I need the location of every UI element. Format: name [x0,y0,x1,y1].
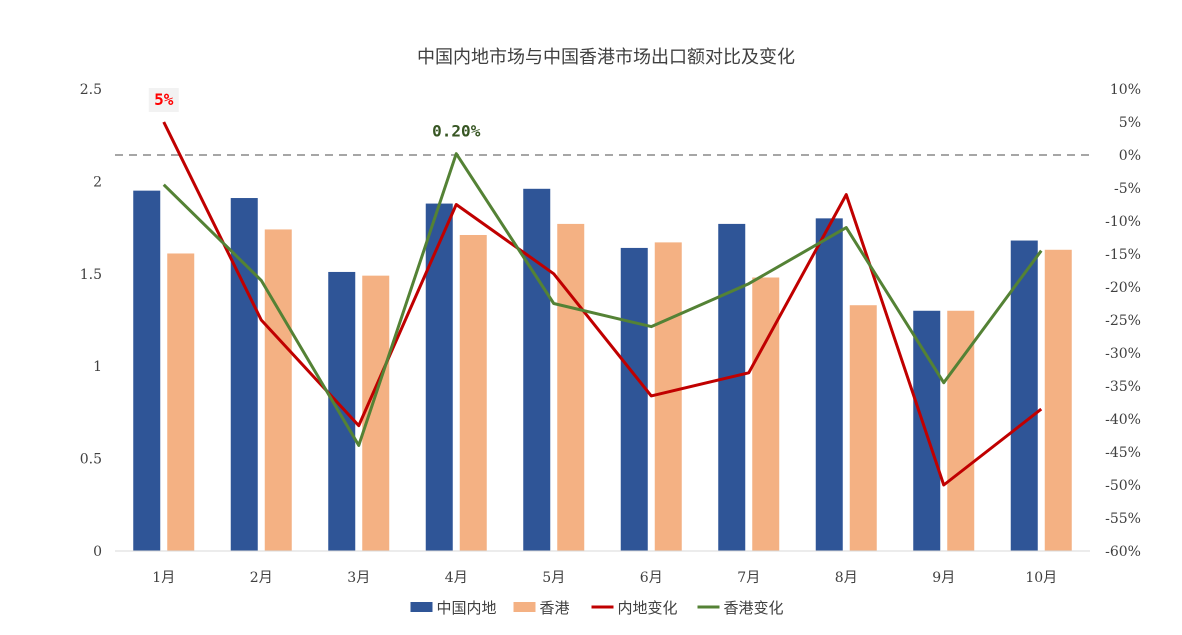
legend-label: 香港 [540,599,570,617]
bar-中国内地-4月 [425,203,453,552]
y-right-tick-label: -20% [1105,280,1141,296]
x-tick-label: 7月 [737,570,760,586]
y-right-tick-label: -40% [1105,412,1141,428]
legend-item-内地变化: 内地变化 [591,599,678,617]
bar-香港-2月 [264,229,292,551]
x-tick-label: 3月 [347,570,370,586]
legend-item-香港变化: 香港变化 [697,599,784,617]
bar-香港-10月 [1044,249,1072,551]
legend-item-中国内地: 中国内地 [410,599,497,617]
y-right-tick-label: -35% [1105,379,1141,395]
legend-swatch [410,602,433,612]
bar-香港-1月 [167,253,195,552]
y-right-tick-label: -10% [1105,214,1141,230]
line-香港变化 [162,152,1043,447]
y-right-tick-label: -25% [1105,313,1141,329]
data-label: 0.20% [432,122,481,141]
bar-中国内地-6月 [620,247,648,552]
bar-香港-7月 [752,277,780,551]
legend-label: 香港变化 [724,599,784,617]
y-left-tick-label: 2.5 [80,82,102,98]
bar-中国内地-2月 [230,198,258,552]
bar-香港-6月 [654,242,682,551]
y-right-tick-label: -15% [1105,247,1141,263]
data-label-box [148,88,179,112]
bar-香港-3月 [362,275,390,551]
bar-香港-4月 [459,234,487,551]
legend-item-香港: 香港 [513,599,570,617]
x-tick-label: 9月 [932,570,955,586]
bar-中国内地-1月 [133,190,161,551]
annotations-group: 5% 0.20% [148,88,481,141]
y-right-tick-label: -50% [1105,478,1141,494]
y-right-tick-label: -5% [1114,181,1141,197]
chart-title: 中国内地市场与中国香港市场出口额对比及变化 [417,47,795,68]
bar-中国内地-10月 [1010,240,1038,551]
y-right-tick-label: -55% [1105,511,1141,527]
y-left-tick-label: 1.5 [80,267,102,283]
x-tick-label: 10月 [1025,570,1057,586]
x-tick-label: 2月 [250,570,273,586]
x-tick-label: 6月 [640,570,663,586]
x-tick-label: 4月 [445,570,468,586]
y-left-tick-label: 2 [93,174,102,190]
bar-中国内地-3月 [328,271,356,551]
bar-香港-8月 [849,305,877,551]
y-left-tick-label: 0 [93,544,102,560]
bar-中国内地-7月 [718,223,746,552]
x-tick-label: 1月 [152,570,175,586]
y-right-tick-label: 10% [1110,82,1141,98]
y-left-tick-label: 1 [93,359,102,375]
bar-中国内地-8月 [815,218,843,552]
line-内地变化 [162,121,1043,487]
legend: 中国内地 香港 内地变化 香港变化 [410,599,784,617]
y-right-tick-label: -45% [1105,445,1141,461]
bar-香港-9月 [947,310,975,551]
legend-label: 中国内地 [437,599,497,617]
y-right-tick-label: -30% [1105,346,1141,362]
lines-group [162,121,1043,487]
legend-label: 内地变化 [618,599,678,617]
x-tick-label: 5月 [542,570,565,586]
y-right-tick-label: -60% [1105,544,1141,560]
y-right-tick-label: 5% [1119,115,1141,131]
legend-swatch [513,602,536,612]
axes-group: 0 0.5 1 1.5 2 2.5 -60% -55% -50% -45% -40% -35% -30%… [80,82,1141,586]
bar-香港-5月 [557,223,585,552]
y-left-tick-label: 0.5 [80,452,102,468]
x-tick-label: 8月 [835,570,858,586]
y-right-tick-label: 0% [1119,148,1141,164]
data-label: 5% [154,90,174,109]
bar-中国内地-5月 [523,188,551,552]
